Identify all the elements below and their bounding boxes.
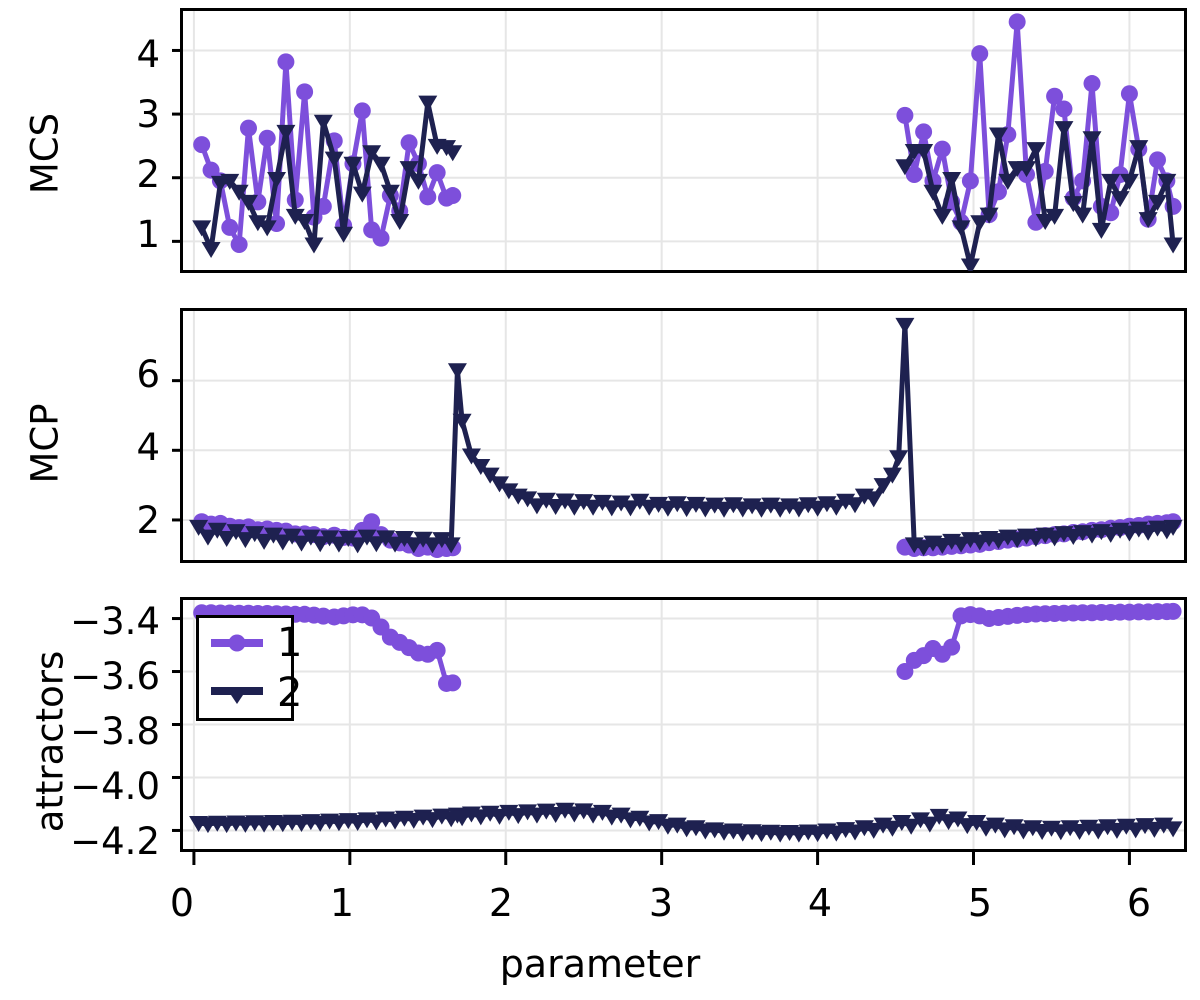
panel-attractors-ytick-34: −3.4: [70, 600, 160, 643]
panel-mcs-ytick-4: 4: [136, 33, 160, 76]
panel-mcs-ytick-3: 3: [136, 93, 160, 136]
xtick-0: 0: [169, 881, 195, 925]
panel-mcp: MCP 6 4 2: [0, 290, 1200, 580]
panel-attractors-ytick-38: −3.8: [70, 710, 160, 753]
panel-mcp-ytick-6: 6: [136, 353, 160, 396]
panel-attractors-plot: [172, 600, 1184, 849]
x-axis-label: parameter: [499, 942, 701, 986]
panel-mcs: MCS 4 3 2 1: [0, 0, 1200, 290]
legend-entry-1[interactable]: 1: [199, 618, 302, 668]
panel-mcp-plot: [172, 311, 1184, 560]
panel-mcp-ytick-4: 4: [136, 426, 160, 469]
panel-mcs-plot: [172, 11, 1184, 271]
panel-attractors-ytick-42: −4.2: [70, 820, 160, 863]
xtick-1: 1: [329, 881, 355, 925]
xtick-6: 6: [1126, 881, 1152, 925]
xtick-4: 4: [807, 881, 833, 925]
x-axis-ticks: [192, 852, 1131, 865]
legend-marker-triangle-down-icon: [209, 680, 265, 706]
panel-attractors-ytick-40: −4.0: [70, 765, 160, 808]
legend-marker-circle-icon: [209, 630, 265, 656]
legend-label-2: 2: [277, 670, 303, 716]
panel-mcp-ytick-2: 2: [136, 499, 160, 542]
xtick-5: 5: [967, 881, 993, 925]
x-axis: 0 1 2 3 4 5 6 parameter: [0, 852, 1200, 1000]
legend[interactable]: 1 2: [196, 615, 302, 721]
panel-mcs-ytick-2: 2: [136, 153, 160, 196]
xtick-2: 2: [488, 881, 514, 925]
legend-label-1: 1: [277, 620, 303, 666]
panel-mcs-ytick-1: 1: [136, 213, 160, 256]
panel-attractors-ytick-36: −3.6: [70, 655, 160, 698]
panel-attractors: attractors −3.4 −3.6 −3.8 −4.0 −4.2 1: [0, 580, 1200, 1000]
legend-entry-2[interactable]: 2: [199, 668, 302, 718]
xtick-3: 3: [648, 881, 674, 925]
